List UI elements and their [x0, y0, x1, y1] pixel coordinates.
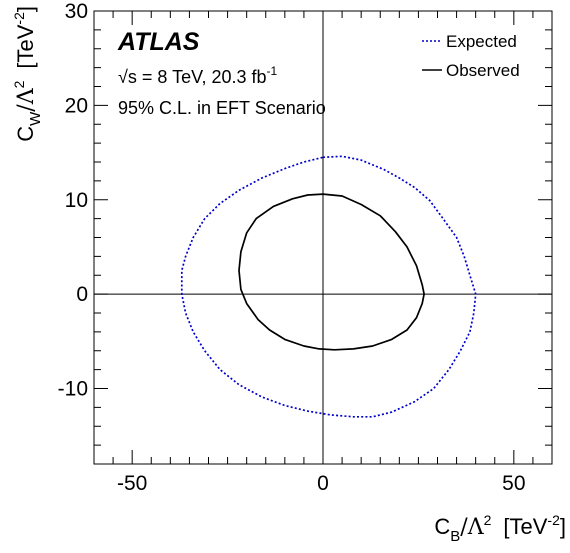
expected-contour: [180, 155, 477, 418]
experiment-label: ATLAS: [117, 28, 200, 56]
y-tick-label: 10: [65, 189, 88, 212]
energy-lumi-text: √s = 8 TeV, 20.3 fb: [118, 67, 267, 87]
y-tick-label: 30: [65, 0, 88, 23]
x-tick-label: -50: [117, 472, 147, 495]
tick-marks: [93, 10, 553, 465]
contour-curves: [180, 155, 477, 418]
tick-labels: -50 0 50 -10 0 10 20 30: [58, 0, 526, 495]
legend: Expected Observed: [422, 32, 520, 80]
x-tick-label: 0: [317, 472, 329, 495]
scenario-label: 95% C.L. in EFT Scenario: [118, 98, 326, 118]
legend-expected-label: Expected: [446, 32, 517, 51]
observed-contour: [238, 193, 425, 351]
y-tick-label: -10: [58, 378, 88, 401]
y-axis-title: CW/Λ2[TeV-2]: [11, 6, 44, 142]
energy-lumi-sup: -1: [267, 64, 278, 78]
x-tick-label: 50: [502, 472, 525, 495]
y-tick-label: 20: [65, 94, 88, 117]
y-tick-label: 0: [76, 283, 88, 306]
legend-observed-label: Observed: [446, 61, 520, 80]
x-axis-title: CB/Λ2 [TeV-2]: [434, 512, 566, 545]
energy-lumi-label: √s = 8 TeV, 20.3 fb-1: [118, 64, 277, 87]
